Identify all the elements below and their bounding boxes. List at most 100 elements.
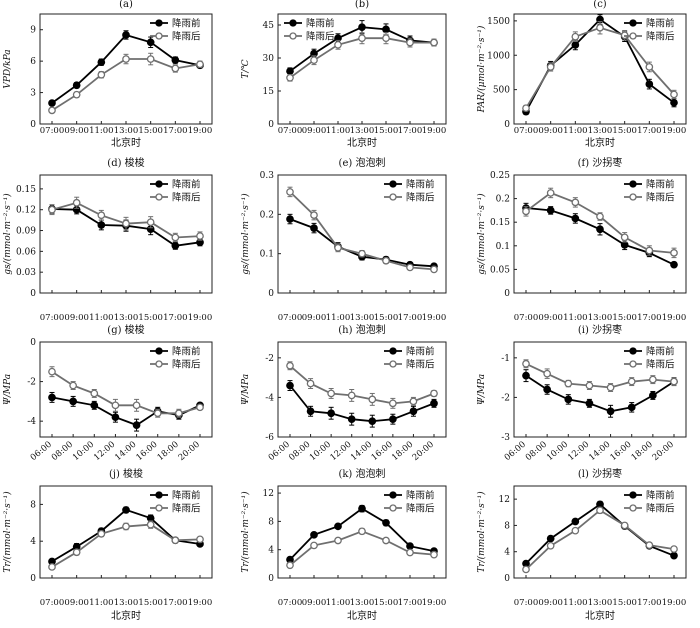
x-axis-label: 北京时 (111, 609, 141, 622)
data-point-after (670, 249, 678, 257)
legend-label-after: 降雨后 (646, 31, 675, 43)
x-tick-label: 10:00 (308, 440, 333, 463)
x-tick-label: 19:00 (662, 126, 687, 136)
x-tick-label: 19:00 (662, 598, 687, 608)
panel-title: (i) 沙拐枣 (578, 323, 622, 336)
x-tick-label: 08:00 (50, 440, 75, 463)
x-tick-label: 08:00 (524, 440, 549, 463)
x-tick-label: 19:00 (422, 313, 447, 323)
x-tick-label: 07:00 (278, 126, 303, 136)
data-point-before (358, 23, 366, 32)
y-tick-label: 8 (268, 517, 274, 527)
data-point-after (310, 541, 318, 550)
panel-title: (l) 沙拐枣 (578, 467, 622, 480)
data-point-after (286, 561, 294, 570)
x-tick-label: 13:00 (350, 313, 375, 323)
y-tick-label: 0.15 (16, 185, 36, 195)
x-tick-label: 11:00 (563, 126, 588, 136)
panel-e: (e) 泡泡刺 0 0.1 0.2 0.3 gs/(mmol·m⁻²·s⁻¹) 07:00 0… (240, 156, 447, 323)
x-tick-label: 11:00 (563, 313, 588, 323)
panel-title: (a) (119, 0, 133, 10)
y-tick-label: -2 (27, 378, 36, 388)
data-point-after (585, 381, 594, 390)
x-tick-label: 16:00 (608, 440, 633, 463)
data-point-before (546, 206, 555, 215)
x-tick-label: 18:00 (630, 440, 655, 463)
data-point-after (306, 379, 315, 388)
y-tick-label: 0.12 (16, 206, 36, 216)
x-tick-label: 07:00 (40, 126, 65, 136)
legend-label-after: 降雨后 (406, 359, 435, 371)
legend-label-after: 降雨后 (646, 359, 675, 371)
panel-b: (b) 0 15 30 45 T/℃ 07:00 09:00 11:00 13:00 15:00 17… (241, 0, 447, 149)
x-tick-label: 12:00 (328, 440, 353, 463)
y-axis-label: PAR/(μmol·m⁻²·s⁻¹) (476, 25, 487, 113)
y-tick-label: 0 (30, 574, 36, 584)
y-tick-label: 45 (263, 21, 275, 31)
x-tick-label: 09:00 (538, 598, 563, 608)
x-axis-label: 北京时 (585, 136, 615, 149)
x-tick-label: 10:00 (545, 440, 570, 463)
data-point-after (430, 389, 438, 398)
data-point-after (327, 389, 335, 398)
legend-marker-after (389, 504, 397, 512)
data-point-after (48, 205, 56, 214)
legend-label-before: 降雨前 (646, 18, 675, 30)
panel-title: (j) 梭梭 (109, 467, 143, 480)
data-point-before (564, 395, 573, 404)
x-tick-label: 06:00 (29, 440, 54, 463)
y-axis-label: gs/(mmol·m⁻²·s⁻¹) (476, 193, 487, 275)
legend-marker-after (629, 193, 637, 201)
y-tick-label: 8 (504, 521, 510, 531)
x-tick-label: 09:00 (64, 313, 89, 323)
x-tick-label: 15:00 (612, 126, 637, 136)
data-point-before (122, 31, 130, 39)
data-point-after (146, 520, 155, 529)
x-tick-label: 17:00 (163, 313, 188, 323)
data-point-before (627, 403, 636, 412)
panel-d: (d) 梭梭 0 0.03 0.06 0.09 0.12 0.15gs/(mmol·m⁻²·… (2, 156, 213, 323)
legend-label-after: 降雨后 (172, 503, 201, 515)
y-tick-label: 0 (268, 574, 274, 584)
data-point-after (286, 188, 294, 196)
data-point-after (171, 233, 180, 242)
data-point-before (645, 80, 654, 88)
data-point-after (111, 401, 120, 410)
data-point-before (310, 224, 318, 232)
data-point-after (522, 359, 530, 368)
x-tick-label: 11:00 (326, 126, 351, 136)
y-tick-label: 3 (30, 89, 36, 99)
x-tick-label: 11:00 (89, 313, 114, 323)
data-point-before (286, 381, 294, 390)
data-point-after (334, 243, 342, 252)
data-point-after (334, 40, 342, 49)
x-tick-label: 09:00 (302, 126, 327, 136)
x-tick-label: 14:00 (587, 440, 612, 463)
data-point-after (122, 55, 130, 63)
panel-f: (f) 沙拐枣 0 0.05 0.1 0.15 0.2 0.25 gs/(mmol·m⁻²·s… (476, 156, 687, 323)
x-tick-label: 13:00 (114, 598, 139, 608)
x-tick-label: 19:00 (662, 313, 687, 323)
data-point-after (382, 34, 390, 43)
data-point-after (546, 63, 555, 71)
panel-h: (h) 泡泡刺 -2 -4 -6 Ψ/MPa 06:0008:0010:0012:0014… (241, 323, 447, 463)
legend-marker-before (629, 491, 637, 499)
legend-label-before: 降雨前 (172, 490, 201, 502)
y-tick-label: 0.15 (490, 218, 510, 228)
data-point-after (146, 55, 155, 63)
plot-frame (513, 341, 687, 438)
x-tick-label: 13:00 (350, 598, 375, 608)
data-point-after (69, 381, 77, 390)
data-point-before (286, 67, 294, 76)
panel-title: (c) (593, 0, 607, 10)
legend-marker-after (155, 193, 163, 201)
data-point-after (358, 34, 366, 43)
x-tick-label: 17:00 (398, 313, 423, 323)
data-point-after (358, 249, 366, 258)
legend-label-before: 降雨前 (646, 179, 675, 191)
y-axis-label: T/℃ (241, 59, 251, 79)
legend-marker-before (629, 347, 637, 355)
y-tick-label: 0.2 (260, 210, 274, 220)
data-point-after (649, 375, 657, 384)
x-tick-label: 18:00 (390, 440, 415, 463)
